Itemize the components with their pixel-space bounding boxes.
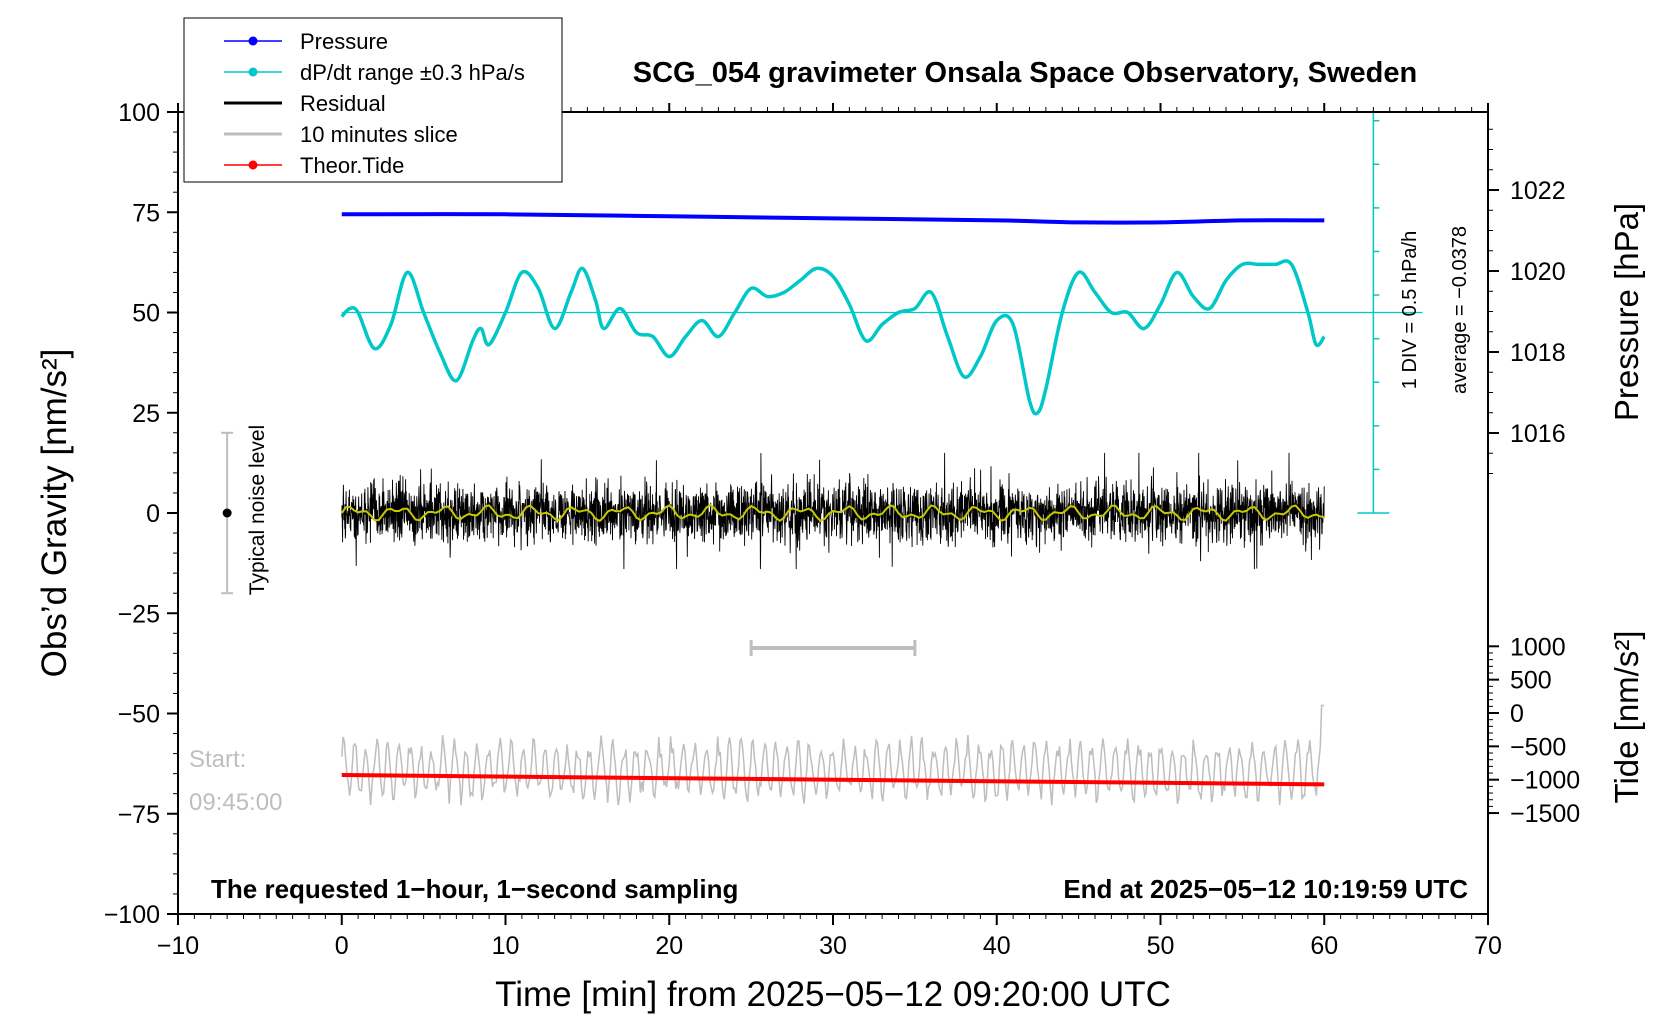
y-tick-label-left: −25 <box>118 600 160 628</box>
x-tick-label: 30 <box>819 932 847 960</box>
y-tick-label-pressure: 1022 <box>1510 177 1566 205</box>
legend: Pressure dP/dt range ±0.3 hPa/s Residual 10… <box>183 17 563 183</box>
y-tick-label-tide: 1000 <box>1510 633 1566 661</box>
y-tick-label-left: 75 <box>132 199 160 227</box>
chart-title: SCG_054 gravimeter Onsala Space Observat… <box>633 57 1417 89</box>
y-tick-label-tide: 500 <box>1510 667 1552 695</box>
tide-series-line <box>341 773 1325 787</box>
y-tick-label-pressure: 1018 <box>1510 339 1566 367</box>
legend-box <box>183 17 563 183</box>
x-tick-label: 0 <box>335 932 349 960</box>
noise-level-label: Typical noise level <box>246 425 269 595</box>
slice-series-line <box>341 704 1325 806</box>
average-label: average = −0.0378 <box>1449 226 1471 394</box>
tick-labels: −10 0 10 20 30 40 50 60 701007550250−25−50−75−10… <box>104 99 1581 960</box>
x-axis-label: Time [min] from 2025−05−12 09:20:00 UTC <box>495 975 1171 1014</box>
x-tick-label: 60 <box>1310 932 1338 960</box>
axis-ticks <box>167 103 1499 925</box>
footer-left-note: The requested 1−hour, 1−second sampling <box>211 874 738 904</box>
residual-series-line <box>341 452 1325 570</box>
y-tick-label-tide: −500 <box>1510 733 1566 761</box>
x-tick-label: 20 <box>655 932 683 960</box>
y-axis-label-left: Obs’d Gravity [nm/s²] <box>35 349 74 678</box>
start-label: Start: <box>189 746 246 773</box>
footer-right-note: End at 2025−05−12 10:19:59 UTC <box>1063 874 1468 904</box>
y-tick-label-tide: 0 <box>1510 700 1524 728</box>
y-tick-label-left: 100 <box>118 99 160 127</box>
legend-label: dP/dt range ±0.3 hPa/s <box>300 60 525 85</box>
y-tick-label-pressure: 1020 <box>1510 258 1566 286</box>
y-tick-label-left: −100 <box>104 901 160 929</box>
x-tick-label: −10 <box>157 932 199 960</box>
y-tick-label-left: 25 <box>132 400 160 428</box>
x-tick-label: 70 <box>1474 932 1502 960</box>
x-tick-label: 50 <box>1147 932 1175 960</box>
y-tick-label-left: 50 <box>132 300 160 328</box>
legend-items: Pressure dP/dt range ±0.3 hPa/s Residual 10… <box>224 29 525 178</box>
y-tick-label-tide: −1500 <box>1510 800 1580 828</box>
legend-label: 10 minutes slice <box>300 122 458 147</box>
y-axis-label-pressure: Pressure [hPa] <box>1608 203 1645 421</box>
residual-smoothed-line <box>340 503 1325 523</box>
legend-label: Theor.Tide <box>300 153 404 178</box>
y-tick-label-left: −50 <box>118 701 160 729</box>
y-tick-label-left: 0 <box>146 500 160 528</box>
pressure-series-line <box>341 212 1325 225</box>
y-tick-label-left: −75 <box>118 801 160 829</box>
div-label: 1 DIV = 0.5 hPa/h <box>1399 231 1421 389</box>
noise-level-dot <box>222 508 232 518</box>
legend-label: Residual <box>300 91 386 116</box>
legend-label: Pressure <box>300 29 388 54</box>
legend-marker <box>248 67 258 77</box>
x-tick-label: 40 <box>983 932 1011 960</box>
start-time: 09:45:00 <box>189 789 282 816</box>
y-tick-label-tide: −1000 <box>1510 767 1580 795</box>
dpdt-series-line <box>340 259 1326 416</box>
legend-marker <box>248 160 258 170</box>
y-tick-label-pressure: 1016 <box>1510 420 1566 448</box>
plot-lines <box>221 112 1423 806</box>
legend-marker <box>248 36 258 46</box>
y-axis-label-tide: Tide [nm/s²] <box>1608 631 1645 804</box>
x-tick-label: 10 <box>492 932 520 960</box>
